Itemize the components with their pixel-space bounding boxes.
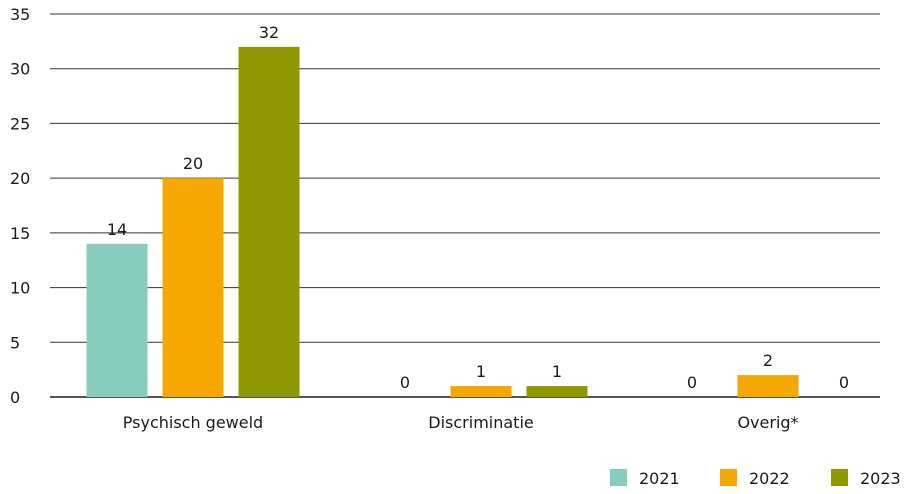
y-tick-label: 20 — [10, 169, 30, 188]
y-tick-label: 25 — [10, 114, 30, 133]
data-label: 14 — [107, 220, 127, 239]
legend-label: 2021 — [639, 469, 680, 488]
bar-2023-0 — [238, 46, 300, 397]
legend-swatch — [610, 469, 627, 486]
category-labels: Psychisch geweld Discriminatie Overig* — [123, 413, 799, 432]
legend-label: 2023 — [860, 469, 901, 488]
data-label: 1 — [476, 362, 486, 381]
bars — [86, 46, 799, 397]
y-tick-label: 15 — [10, 224, 30, 243]
category-label: Discriminatie — [428, 413, 533, 432]
legend-swatch — [831, 469, 848, 486]
y-tick-label: 35 — [10, 5, 30, 24]
bar-2022-2 — [737, 375, 799, 397]
y-tick-label: 5 — [10, 333, 20, 352]
legend-item-2023: 2023 — [831, 469, 901, 488]
y-tick-label: 0 — [10, 388, 20, 407]
bar-2021-0 — [86, 243, 148, 397]
bar-2023-1 — [526, 386, 588, 397]
data-label: 20 — [183, 154, 203, 173]
data-label: 0 — [400, 373, 410, 392]
legend-label: 2022 — [749, 469, 790, 488]
data-label: 2 — [763, 351, 773, 370]
y-tick-label: 30 — [10, 60, 30, 79]
legend-item-2022: 2022 — [720, 469, 790, 488]
category-label: Psychisch geweld — [123, 413, 263, 432]
data-label: 32 — [259, 23, 279, 42]
data-label: 0 — [687, 373, 697, 392]
data-label: 0 — [839, 373, 849, 392]
legend: 2021 2022 2023 — [610, 469, 901, 488]
category-label: Overig* — [737, 413, 798, 432]
y-tick-label: 10 — [10, 279, 30, 298]
bar-2022-0 — [162, 178, 224, 397]
legend-item-2021: 2021 — [610, 469, 680, 488]
legend-swatch — [720, 469, 737, 486]
bar-2022-1 — [450, 386, 512, 397]
data-label: 1 — [552, 362, 562, 381]
y-axis-ticks: 0 5 10 15 20 25 30 35 — [10, 5, 30, 407]
